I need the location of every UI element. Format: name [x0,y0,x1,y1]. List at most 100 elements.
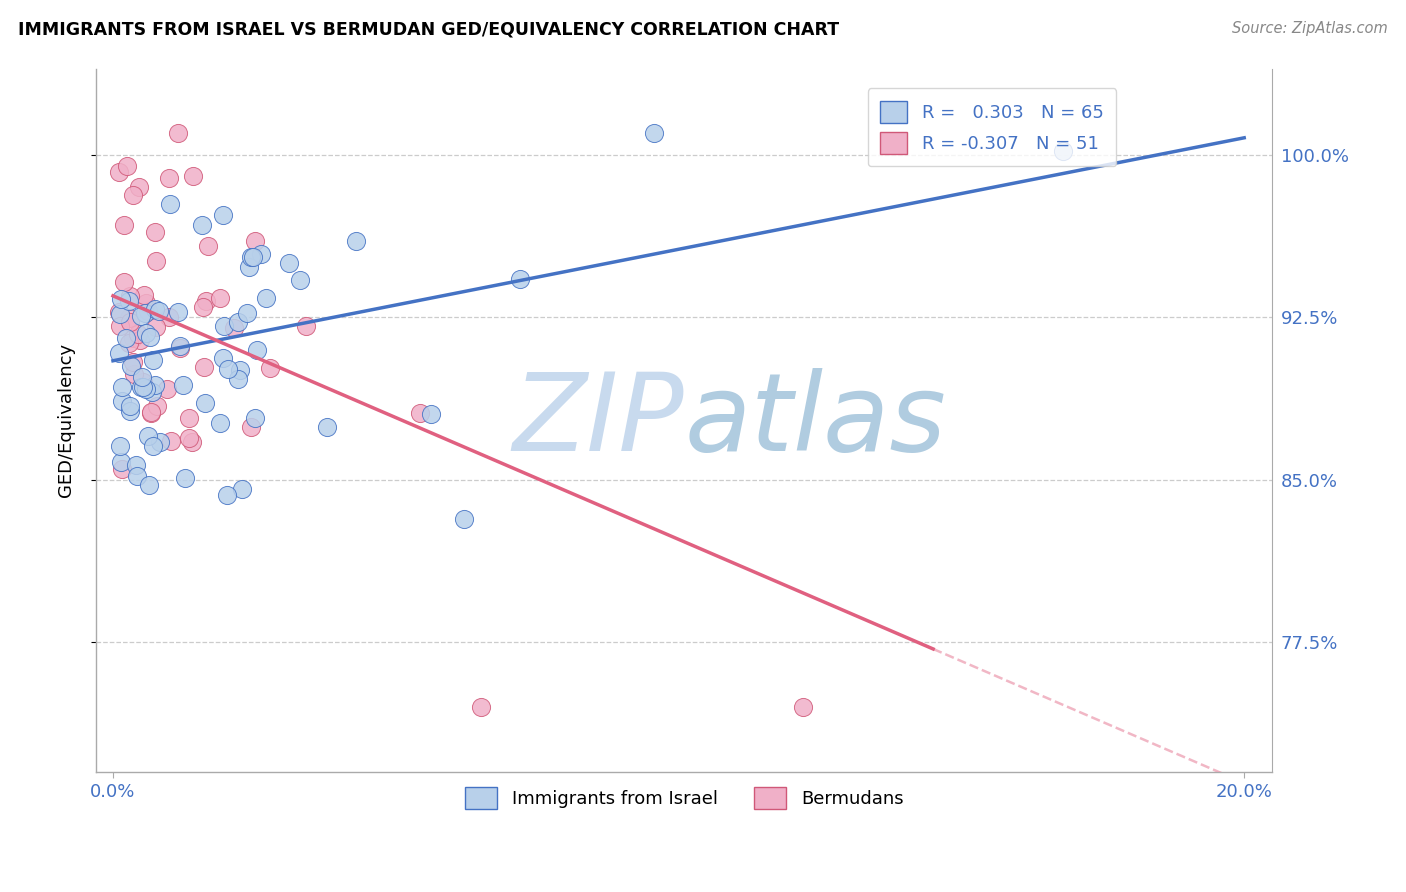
Point [136,304,159,318]
Point [243,234,266,248]
Point [191,300,214,314]
Point [135,295,157,310]
Point [239,250,262,264]
Text: atlas: atlas [685,368,946,473]
Point [229,363,252,377]
Point [146,399,169,413]
Point [177,431,200,445]
Point [145,225,167,239]
Point [122,367,145,381]
Point [509,271,531,285]
Point [157,310,180,325]
Point [132,376,155,390]
Point [169,339,191,353]
Point [453,512,475,526]
Point [181,169,204,183]
Point [191,218,214,232]
Point [111,394,134,409]
Point [174,471,197,485]
Point [236,306,259,320]
Point [142,439,165,453]
Point [156,382,179,396]
Point [127,326,149,341]
Point [243,410,266,425]
Point [112,218,135,232]
Point [167,304,190,318]
Point [134,306,156,320]
Point [194,396,217,410]
Point [139,330,162,344]
Point [217,361,239,376]
Point [278,256,301,270]
Point [138,478,160,492]
Point [115,331,138,345]
Point [250,246,273,260]
Point [212,318,235,333]
Point [792,700,814,714]
Point [145,254,167,268]
Point [107,346,129,360]
Point [256,291,278,305]
Point [115,159,138,173]
Point [128,333,150,347]
Text: ZIP: ZIP [513,368,685,473]
Point [231,482,253,496]
Point [127,469,149,483]
Point [135,326,157,340]
Point [242,250,264,264]
Point [122,331,145,345]
Point [222,321,245,335]
Point [208,417,231,431]
Point [159,434,181,448]
Point [145,301,167,316]
Point [132,380,155,394]
Point [110,292,132,306]
Point [120,359,142,373]
Point [159,196,181,211]
Point [122,187,145,202]
Point [238,260,260,274]
Point [112,275,135,289]
Point [193,359,215,374]
Text: IMMIGRANTS FROM ISRAEL VS BERMUDAN GED/EQUIVALENCY CORRELATION CHART: IMMIGRANTS FROM ISRAEL VS BERMUDAN GED/E… [18,21,839,38]
Point [107,304,129,318]
Point [141,384,163,399]
Point [134,288,156,302]
Point [120,315,142,329]
Point [118,310,141,325]
Point [108,307,131,321]
Point [212,351,235,365]
Point [142,353,165,368]
Point [288,272,311,286]
Point [409,406,432,420]
Point [118,335,141,350]
Point [259,360,281,375]
Point [149,435,172,450]
Point [139,405,162,419]
Point [245,343,267,357]
Point [135,382,157,396]
Point [228,315,250,329]
Point [177,410,200,425]
Point [294,318,316,333]
Point [131,380,153,394]
Point [110,455,132,469]
Point [197,238,219,252]
Point [344,234,367,248]
Point [131,369,153,384]
Point [181,435,204,450]
Point [131,309,153,323]
Point [111,461,134,475]
Point [157,171,180,186]
Legend: Immigrants from Israel, Bermudans: Immigrants from Israel, Bermudans [458,780,911,816]
Point [136,429,159,443]
Point [143,378,166,392]
Point [226,372,249,386]
Point [239,420,262,434]
Point [122,354,145,368]
Point [118,399,141,413]
Point [145,320,167,334]
Point [120,289,142,303]
Point [420,407,443,421]
Point [139,406,162,420]
